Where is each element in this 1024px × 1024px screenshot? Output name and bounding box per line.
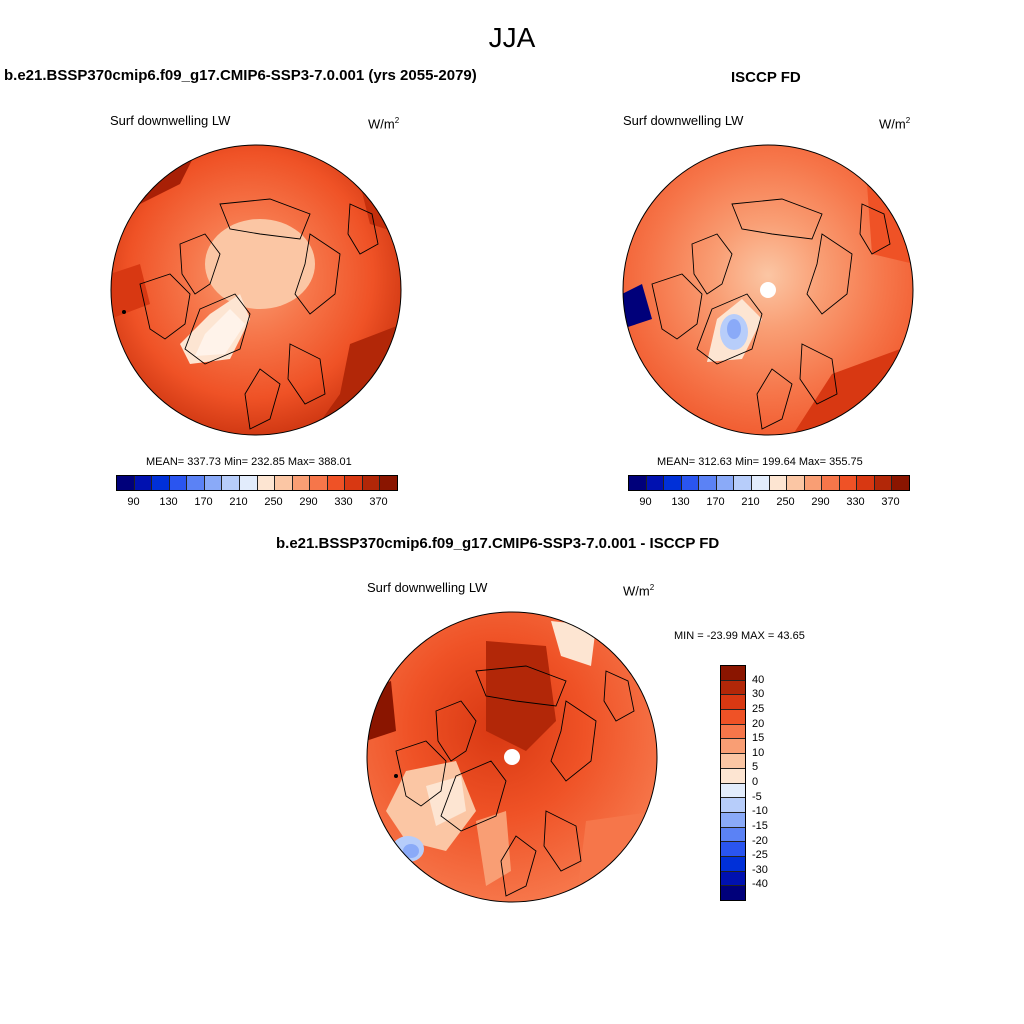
colorbar-tick-label: 290 (299, 496, 318, 508)
colorbar-box (681, 476, 700, 490)
obs-polar-map (622, 144, 914, 436)
colorbar-box (721, 886, 745, 900)
colorbar-box (275, 476, 293, 490)
colorbar-tick-label: 130 (159, 496, 178, 508)
diff-stats: MIN = -23.99 MAX = 43.65 (674, 630, 805, 642)
colorbar-box (874, 476, 893, 490)
colorbar-box (345, 476, 363, 490)
colorbar-tick-label: -20 (752, 834, 768, 847)
colorbar-box (380, 476, 397, 490)
colorbar-box (134, 476, 153, 490)
obs-unit-label: W/m2 (879, 116, 911, 132)
colorbar-tick-label: -30 (752, 863, 768, 876)
colorbar-tick-label: -40 (752, 878, 768, 891)
colorbar-box (222, 476, 240, 490)
colorbar-tick-label: 130 (671, 496, 690, 508)
obs-colorbar (628, 475, 910, 491)
colorbar-tick-label: 370 (369, 496, 388, 508)
model-polar-map (110, 144, 402, 436)
colorbar-tick-label: 170 (194, 496, 213, 508)
obs-panel-title: ISCCP FD (731, 69, 801, 86)
diff-colorbar (720, 665, 746, 901)
colorbar-tick-label: 290 (811, 496, 830, 508)
colorbar-box (292, 476, 311, 490)
colorbar-tick-label: 210 (741, 496, 760, 508)
colorbar-box (204, 476, 223, 490)
colorbar-box (751, 476, 770, 490)
colorbar-tick-label: 0 (752, 776, 759, 788)
colorbar-box (239, 476, 258, 490)
colorbar-box (721, 739, 745, 755)
colorbar-tick-label: 330 (846, 496, 865, 508)
colorbar-tick-label: 15 (752, 732, 765, 745)
colorbar-box (721, 710, 745, 725)
colorbar-box (117, 476, 135, 490)
colorbar-box (327, 476, 346, 490)
colorbar-box (721, 724, 745, 740)
model-panel-title: b.e21.BSSP370cmip6.f09_g17.CMIP6-SSP3-7.… (4, 67, 477, 84)
colorbar-tick-label: 210 (229, 496, 248, 508)
colorbar-box (169, 476, 188, 490)
colorbar-box (646, 476, 665, 490)
diff-panel-title: b.e21.BSSP370cmip6.f09_g17.CMIP6-SSP3-7.… (276, 535, 720, 552)
colorbar-tick-label: 90 (127, 496, 140, 508)
colorbar-box (257, 476, 276, 490)
colorbar-box (721, 842, 745, 857)
colorbar-tick-label: 5 (752, 761, 759, 774)
colorbar-box (629, 476, 647, 490)
colorbar-box (664, 476, 682, 490)
colorbar-box (310, 476, 328, 490)
model-stats: MEAN= 337.73 Min= 232.85 Max= 388.01 (146, 456, 352, 468)
colorbar-box (721, 695, 745, 711)
obs-stats: MEAN= 312.63 Min= 199.64 Max= 355.75 (657, 456, 863, 468)
colorbar-tick-label: -25 (752, 849, 768, 862)
colorbar-box (721, 783, 745, 799)
colorbar-box (721, 666, 745, 681)
colorbar-box (721, 768, 745, 784)
colorbar-box (716, 476, 735, 490)
colorbar-box (721, 798, 745, 813)
colorbar-tick-label: 30 (752, 688, 765, 701)
model-colorbar (116, 475, 398, 491)
colorbar-box (152, 476, 170, 490)
colorbar-box (721, 827, 745, 843)
colorbar-tick-label: 10 (752, 746, 765, 759)
colorbar-box (734, 476, 752, 490)
colorbar-tick-label: 250 (264, 496, 283, 508)
colorbar-box (721, 871, 745, 887)
colorbar-box (721, 680, 745, 696)
colorbar-box (721, 812, 745, 828)
colorbar-tick-label: -10 (752, 805, 768, 818)
diff-polar-map (366, 611, 658, 903)
colorbar-tick-label: -15 (752, 819, 768, 832)
diff-variable-label: Surf downwelling LW (367, 580, 488, 595)
colorbar-tick-label: 20 (752, 717, 765, 730)
model-unit-label: W/m2 (368, 116, 400, 132)
colorbar-box (187, 476, 205, 490)
colorbar-box (362, 476, 381, 490)
colorbar-box (892, 476, 909, 490)
colorbar-tick-label: 170 (706, 496, 725, 508)
figure-title: JJA (488, 22, 536, 53)
colorbar-box (804, 476, 823, 490)
obs-variable-label: Surf downwelling LW (623, 113, 744, 128)
colorbar-box (721, 856, 745, 872)
colorbar-tick-label: 370 (881, 496, 900, 508)
colorbar-box (822, 476, 840, 490)
colorbar-box (787, 476, 805, 490)
colorbar-tick-label: 330 (334, 496, 353, 508)
colorbar-box (839, 476, 858, 490)
colorbar-box (699, 476, 717, 490)
colorbar-box (721, 754, 745, 769)
colorbar-tick-label: 90 (639, 496, 652, 508)
colorbar-tick-label: -5 (752, 790, 762, 803)
colorbar-tick-label: 25 (752, 702, 765, 715)
colorbar-tick-label: 250 (776, 496, 795, 508)
model-variable-label: Surf downwelling LW (110, 113, 231, 128)
colorbar-box (769, 476, 788, 490)
colorbar-tick-label: 40 (752, 673, 765, 686)
diff-unit-label: W/m2 (623, 583, 655, 599)
colorbar-box (857, 476, 875, 490)
